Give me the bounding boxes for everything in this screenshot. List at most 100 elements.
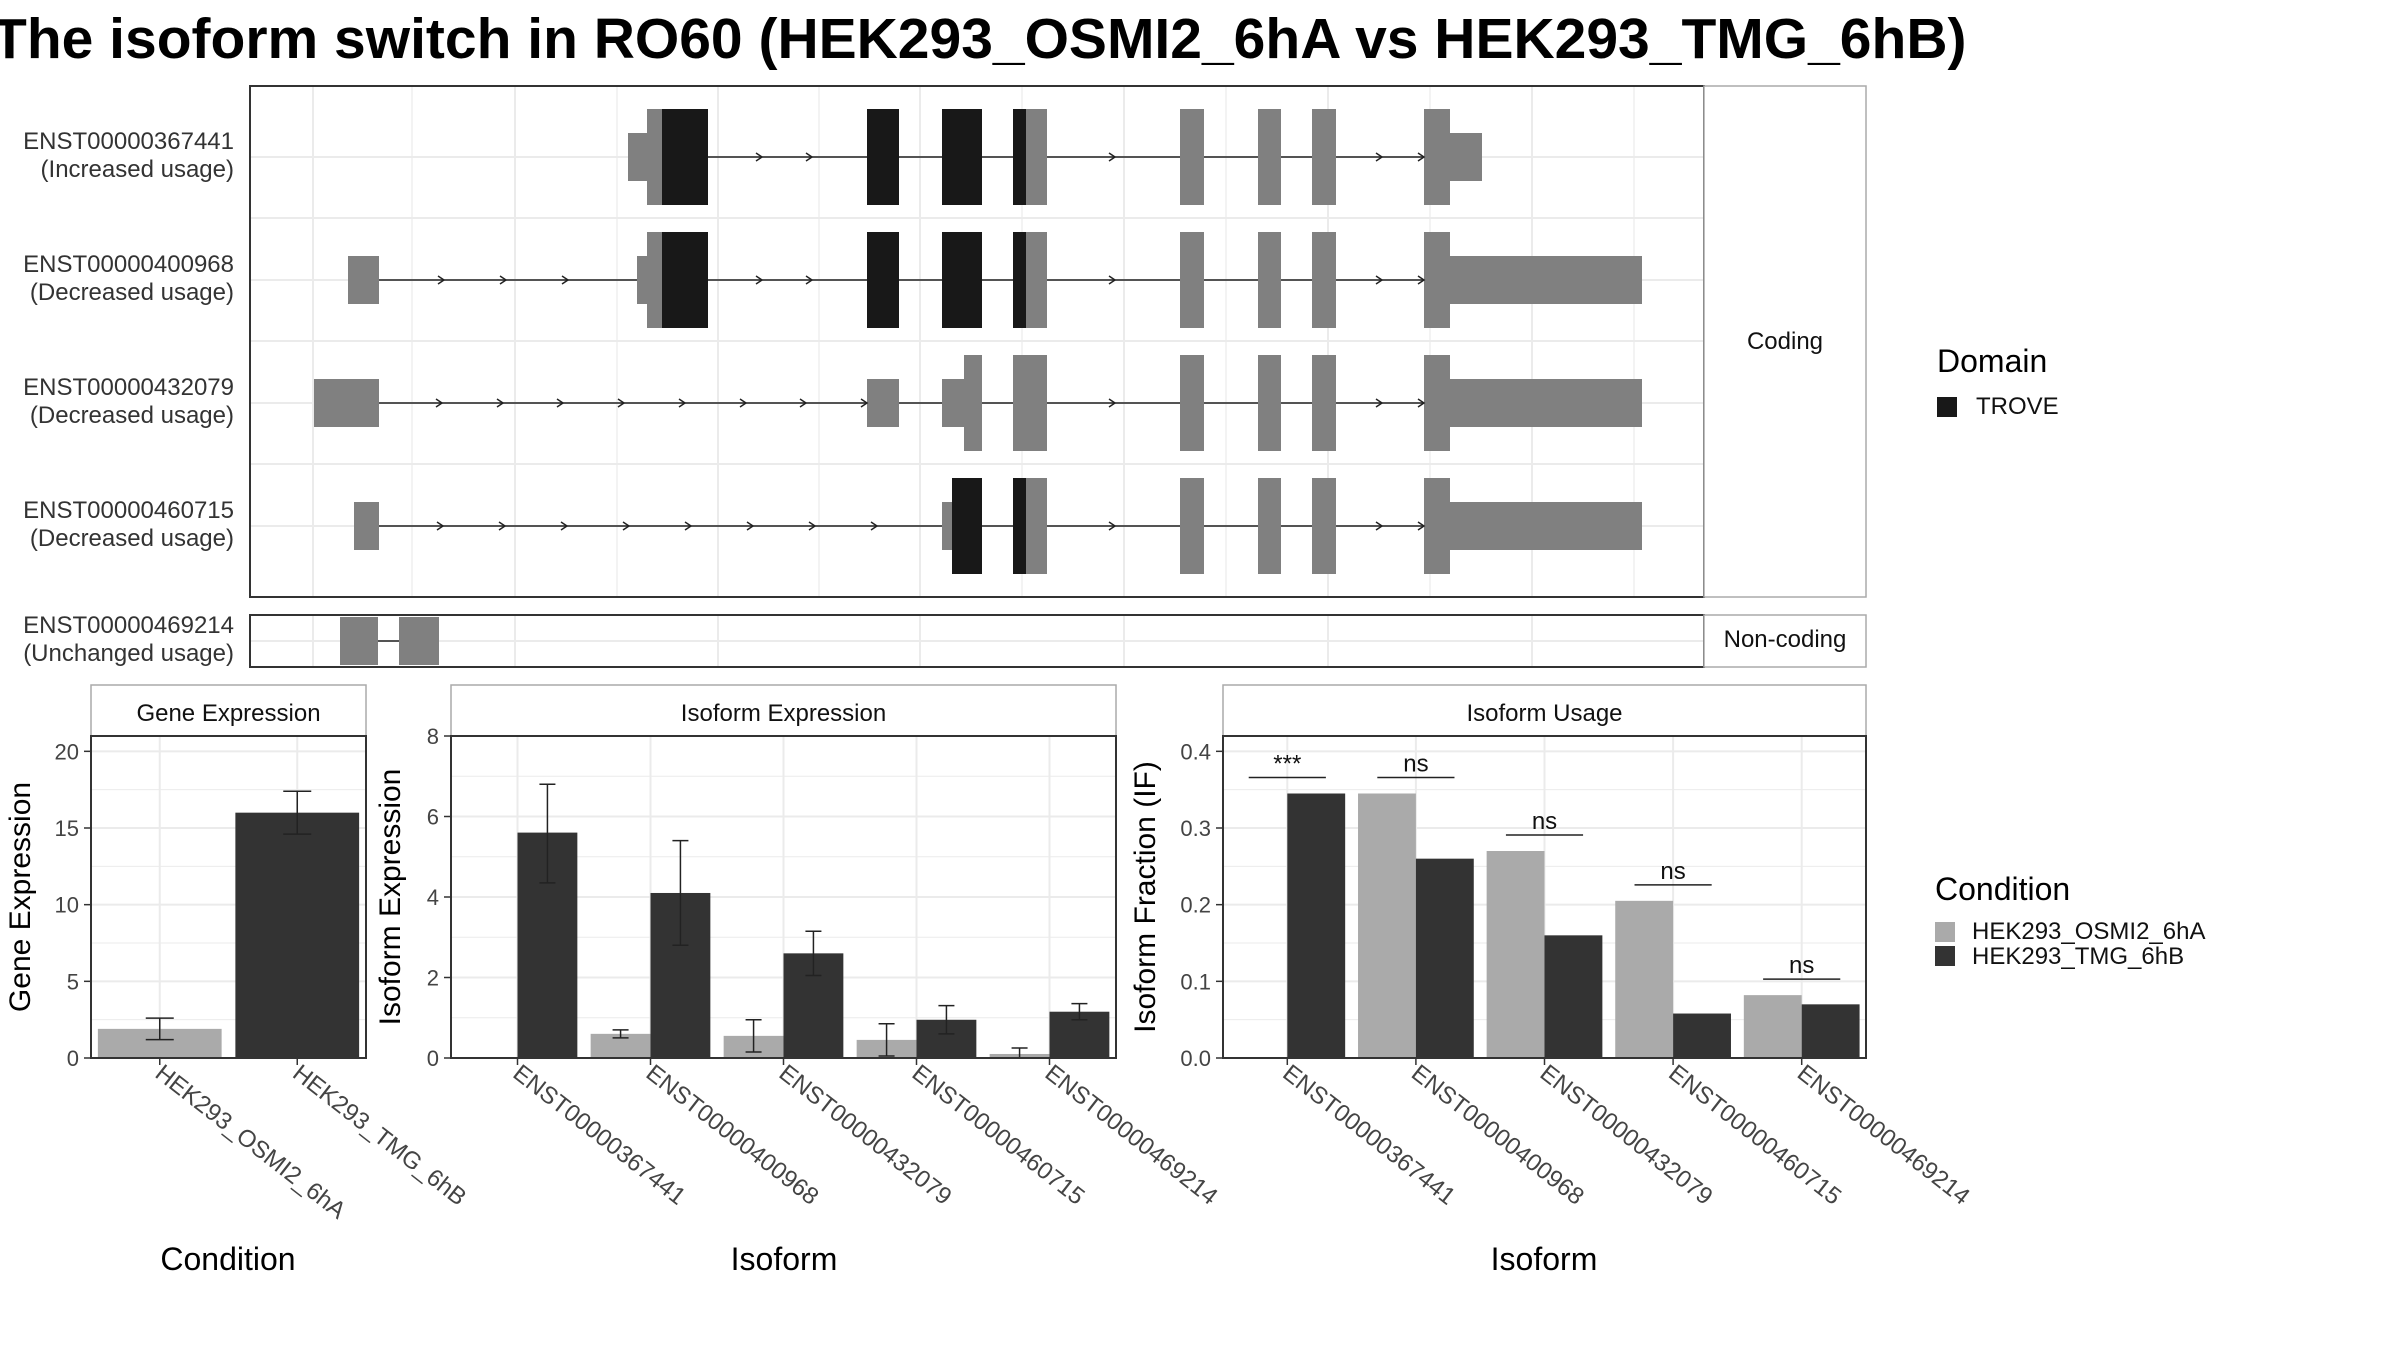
utr-block (1449, 502, 1642, 550)
exon-block (1424, 355, 1450, 451)
chart-panel-3: Isoform Usage*** nsnsnsns0.00.10.20.30.4E… (1129, 684, 1975, 1277)
exon-block (1424, 478, 1450, 574)
domain-legend-title: Domain (1937, 343, 2048, 379)
transcript-5-model (340, 617, 439, 665)
transcript-status: (Unchanged usage) (23, 640, 234, 667)
exon-block (399, 617, 439, 665)
exon-block (1312, 478, 1336, 574)
bar-HEK293_TMG_6hB-ENST00000367441 (1287, 793, 1346, 1058)
utr-block (942, 379, 966, 427)
direction-arrows (755, 152, 1426, 162)
bar-HEK293_TMG_6hB-ENST00000460715 (1673, 1013, 1731, 1058)
panel-title: Isoform Usage (1466, 700, 1622, 727)
condition-legend-title: Condition (1935, 871, 2071, 907)
trove-legend-swatch (1937, 397, 1957, 417)
utr-block (867, 379, 899, 427)
error-bar (938, 1004, 955, 1035)
exon-block (348, 256, 379, 304)
y-tick-label: 0 (67, 1046, 79, 1071)
trove-domain-exon (952, 478, 982, 574)
facet-label-noncoding: Non-coding (1723, 626, 1847, 653)
bar-HEK293_TMG_6hB-ENST00000432079 (1544, 935, 1603, 1058)
coding-strip (1703, 85, 1867, 598)
y-axis-title: Isoform Expression (374, 769, 407, 1026)
bar-HEK293_OSMI2_6hA-ENST00000432079 (1486, 851, 1545, 1058)
trove-domain-exon (662, 232, 708, 328)
utr-block (628, 133, 648, 181)
trove-domain-exon (1013, 109, 1027, 205)
error-bar (612, 1029, 629, 1039)
y-tick-label: 0.0 (1180, 1046, 1211, 1071)
bar-HEK293_TMG_6hB-ENST00000400968 (1415, 858, 1474, 1058)
x-axis-title: Condition (160, 1241, 295, 1277)
condition-b-label: HEK293_TMG_6hB (1972, 943, 2185, 970)
significance-label: ns (1660, 858, 1685, 885)
y-axis-title: Isoform Fraction (IF) (1129, 761, 1162, 1033)
exon-block (1026, 232, 1047, 328)
bar-HEK293_TMG_6hB (235, 812, 360, 1058)
utr-block (1449, 133, 1482, 181)
x-axis-title: Isoform (1491, 1241, 1598, 1277)
panel-strip (90, 684, 367, 737)
transcript-status: (Increased usage) (40, 156, 234, 183)
transcript-id: ENST00000367441 (23, 128, 234, 155)
utr-block (1449, 256, 1642, 304)
noncoding-strip (1703, 614, 1867, 668)
condition-b-swatch (1935, 946, 1955, 966)
bar-HEK293_TMG_6hB-ENST00000469214 (1801, 1004, 1860, 1058)
trove-legend-label: TROVE (1976, 393, 2059, 420)
transcript-id: ENST00000400968 (23, 251, 234, 278)
y-tick-label: 5 (67, 969, 79, 994)
y-tick-label: 0 (427, 1046, 439, 1071)
y-tick-label: 20 (55, 739, 79, 764)
exon-block (1180, 478, 1204, 574)
exon-block (1258, 355, 1281, 451)
exon-block (1026, 109, 1047, 205)
direction-arrows (436, 521, 1426, 531)
trove-domain-exon (867, 232, 899, 328)
transcript-4-model (354, 478, 1642, 574)
panel-title: Gene Expression (136, 700, 320, 727)
plot-border (90, 735, 367, 1059)
y-tick-label: 0.2 (1180, 893, 1211, 918)
significance-label: ns (1532, 808, 1557, 835)
exon-block (354, 502, 379, 550)
exon-block (1180, 355, 1204, 451)
trove-domain-exon (1013, 478, 1027, 574)
transcript-1-model (628, 109, 1482, 205)
y-tick-label: 0.4 (1180, 739, 1211, 764)
exon-block (647, 232, 663, 328)
panel-strip (1222, 684, 1867, 737)
condition-a-label: HEK293_OSMI2_6hA (1972, 918, 2206, 945)
y-tick-label: 0.3 (1180, 816, 1211, 841)
x-axis-title: Isoform (731, 1241, 838, 1277)
transcript-3-model (314, 355, 1642, 451)
error-bar (672, 839, 689, 947)
condition-a-swatch (1935, 922, 1955, 942)
utr-block (314, 379, 379, 427)
y-tick-label: 6 (427, 805, 439, 830)
transcript-2-model (348, 232, 1642, 328)
transcript-id: ENST00000460715 (23, 497, 234, 524)
transcript-id: ENST00000469214 (23, 612, 234, 639)
y-tick-label: 2 (427, 966, 439, 991)
exon-block (1258, 478, 1281, 574)
error-bar (283, 790, 312, 835)
exon-block (1180, 232, 1204, 328)
trove-domain-exon (942, 232, 982, 328)
transcript-label-2: ENST00000400968 (Decreased usage) (0, 251, 234, 307)
page-title: The isoform switch in RO60 (HEK293_OSMI2… (0, 7, 1967, 71)
exon-block (340, 617, 378, 665)
exon-block (1026, 478, 1047, 574)
exon-block (1013, 355, 1047, 451)
y-axis-title: Gene Expression (4, 782, 37, 1012)
facet-label-coding: Coding (1746, 328, 1824, 355)
exon-block (1180, 109, 1204, 205)
direction-arrows (435, 398, 1426, 408)
significance-label: ns (1789, 952, 1814, 979)
utr-block (1449, 379, 1642, 427)
transcript-label-4: ENST00000460715 (Decreased usage) (0, 497, 234, 553)
y-tick-label: 10 (55, 893, 79, 918)
error-bar (145, 1017, 174, 1041)
